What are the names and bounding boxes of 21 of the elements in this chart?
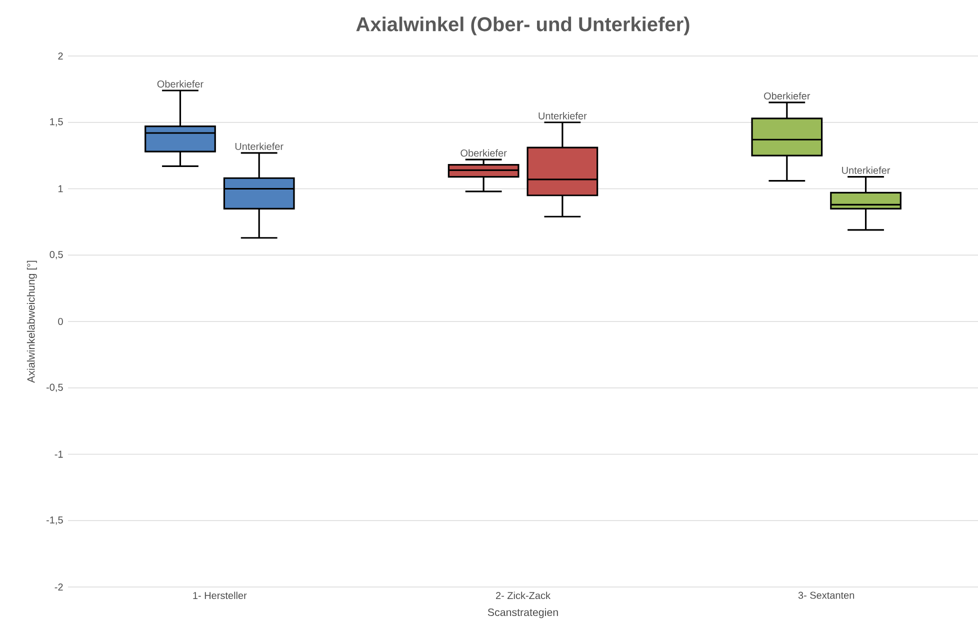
y-tick-label: -1: [54, 450, 63, 458]
y-tick-label: 1,5: [50, 118, 63, 126]
y-tick-label: 0,5: [50, 250, 63, 260]
chart-title: Axialwinkel (Ober- und Unterkiefer): [356, 16, 690, 36]
series-label: Oberkiefer: [460, 149, 507, 157]
y-axis-title: Axialwinkelabweichung [°]: [26, 260, 37, 383]
x-tick-label: 3- Sextanten: [798, 592, 854, 599]
text: Unterkiefer: [538, 112, 587, 120]
y-tick-label: 2: [58, 52, 63, 60]
text: Oberkiefer: [157, 80, 204, 88]
y-tick-label: 0: [58, 318, 63, 326]
y-tick-label: -0,5: [46, 384, 63, 392]
x-axis-title: Scanstrategien: [488, 608, 558, 618]
y-tick-label: -2: [54, 584, 63, 590]
x-tick-label: 2- Zick-Zack: [496, 592, 551, 600]
text: Unterkiefer: [235, 142, 284, 150]
series-label: Unterkiefer: [842, 166, 890, 174]
text: Oberkiefer: [764, 92, 810, 100]
x-tick-label: 1- Hersteller: [193, 592, 247, 600]
y-tick-label: 1: [58, 185, 63, 192]
y-tick-label: -1,5: [46, 516, 63, 525]
